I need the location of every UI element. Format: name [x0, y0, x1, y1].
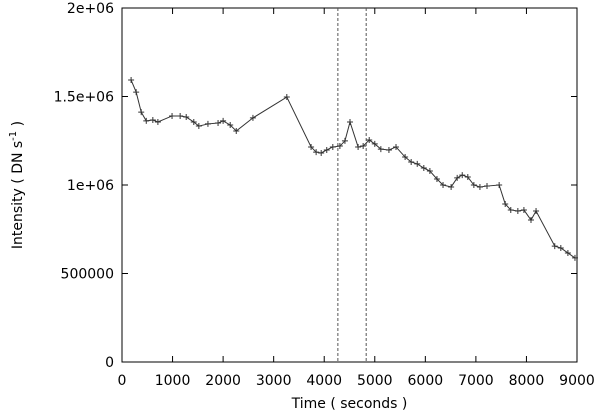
point-marker	[366, 137, 373, 144]
point-marker	[215, 120, 222, 127]
point-marker	[233, 128, 240, 135]
point-marker	[448, 183, 455, 190]
y-tick-label: 0	[105, 355, 114, 371]
point-marker	[414, 160, 421, 167]
point-marker	[426, 168, 433, 175]
point-marker	[308, 143, 315, 150]
point-marker	[227, 121, 234, 128]
point-marker	[347, 118, 354, 125]
y-tick-label: 1.5e+06	[54, 90, 115, 106]
point-marker	[149, 117, 156, 124]
point-marker	[571, 254, 578, 261]
point-marker	[133, 89, 140, 96]
point-marker	[520, 206, 527, 213]
point-marker	[323, 146, 330, 153]
point-marker	[177, 112, 184, 119]
point-marker	[507, 206, 514, 213]
point-marker	[502, 200, 509, 207]
point-marker	[283, 94, 290, 101]
point-marker	[557, 245, 564, 252]
point-marker	[371, 140, 378, 147]
point-marker	[318, 149, 325, 156]
point-marker	[533, 208, 540, 215]
point-marker	[527, 217, 534, 224]
x-tick-label: 0	[118, 373, 127, 389]
point-marker	[420, 165, 427, 172]
plot-frame	[121, 7, 578, 363]
point-marker	[470, 182, 477, 188]
point-marker	[408, 158, 415, 165]
point-marker	[355, 143, 362, 150]
point-marker	[329, 143, 336, 150]
point-marker	[551, 243, 558, 250]
x-tick-label: 6000	[408, 373, 444, 389]
x-tick-label: 3000	[256, 373, 292, 389]
point-marker	[138, 109, 145, 116]
point-marker	[143, 117, 150, 124]
point-marker	[385, 146, 392, 153]
point-marker	[360, 143, 367, 150]
y-tick-label: 1e+06	[67, 178, 114, 194]
x-tick-label: 8000	[509, 373, 545, 389]
point-marker	[183, 114, 190, 121]
y-axis-label: Intensity ( DN s-1 )	[8, 121, 26, 249]
point-marker	[249, 114, 256, 121]
x-tick-label: 1000	[155, 373, 191, 389]
point-marker	[459, 172, 466, 179]
point-marker	[336, 143, 343, 150]
x-tick-label: 4000	[306, 373, 342, 389]
point-marker	[195, 123, 202, 130]
point-marker	[377, 146, 384, 153]
point-marker	[313, 149, 320, 156]
y-tick-label: 500000	[61, 267, 114, 283]
point-marker	[464, 174, 471, 181]
point-marker	[433, 175, 440, 182]
point-marker	[341, 137, 348, 144]
point-marker	[128, 77, 135, 84]
y-label-suffix: )	[10, 121, 26, 131]
x-axis-label: Time ( seconds )	[291, 396, 408, 412]
point-marker	[190, 118, 197, 125]
point-marker	[393, 143, 400, 150]
x-tick-label: 5000	[357, 373, 393, 389]
x-tick-label: 2000	[205, 373, 241, 389]
point-marker	[496, 182, 503, 188]
series-line	[130, 79, 576, 259]
point-marker	[169, 112, 176, 119]
point-marker	[154, 118, 161, 125]
point-marker	[220, 117, 227, 124]
x-tick-label: 9000	[559, 373, 595, 389]
point-marker	[484, 183, 491, 190]
point-marker	[454, 174, 461, 181]
y-label-sup: -1	[8, 131, 19, 141]
y-tick-label: 2e+06	[67, 1, 114, 17]
point-marker	[476, 183, 483, 190]
point-marker	[204, 120, 211, 127]
point-marker	[564, 249, 571, 256]
point-marker	[440, 182, 447, 188]
x-tick-label: 7000	[458, 373, 494, 389]
y-label-text: Intensity ( DN s	[10, 141, 26, 249]
point-marker	[402, 154, 409, 161]
point-marker	[514, 208, 521, 215]
